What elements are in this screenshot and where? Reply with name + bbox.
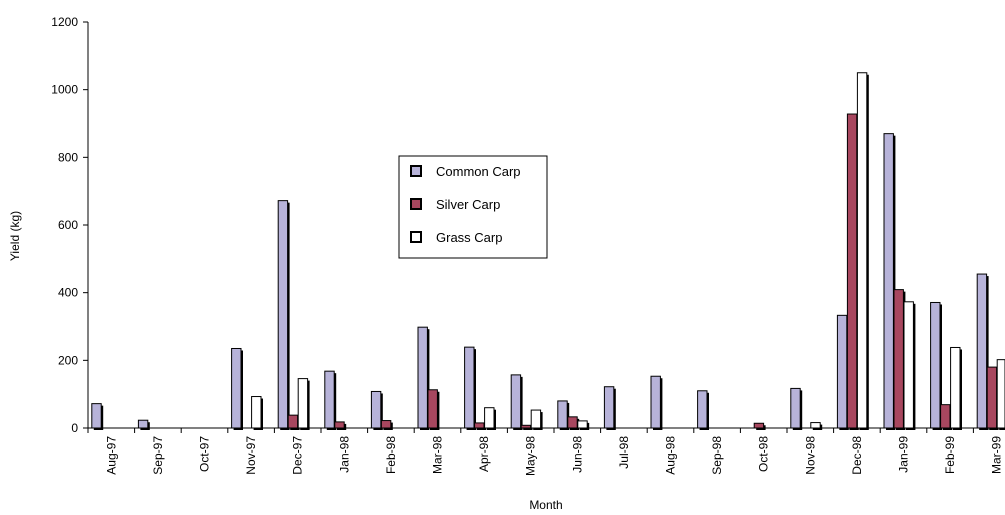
x-tick-label: Apr-98 bbox=[477, 436, 491, 472]
bar-common-carp bbox=[137, 419, 149, 429]
legend-swatch bbox=[410, 165, 422, 177]
bar-common-carp bbox=[976, 273, 988, 429]
bar-grass-carp bbox=[950, 346, 961, 429]
legend-entry: Common Carp bbox=[436, 164, 521, 179]
bar-common-carp bbox=[91, 403, 102, 429]
x-tick-label: Nov-98 bbox=[803, 436, 817, 475]
bar-silver-carp bbox=[287, 414, 299, 429]
y-axis-label: Yield (kg) bbox=[8, 211, 22, 261]
bar-common-carp bbox=[557, 400, 568, 429]
x-tick-label: Jan-99 bbox=[897, 436, 911, 473]
y-tick-label: 400 bbox=[58, 286, 78, 300]
y-tick-label: 600 bbox=[58, 218, 78, 232]
x-tick-label: Sep-97 bbox=[151, 436, 165, 475]
bar-common-carp bbox=[464, 346, 475, 429]
x-tick-label: Nov-97 bbox=[244, 436, 258, 475]
bar-silver-carp bbox=[986, 366, 998, 429]
x-tick-label: May-98 bbox=[524, 436, 538, 476]
x-tick-label: Mar-98 bbox=[431, 436, 445, 474]
legend-entry: Silver Carp bbox=[436, 197, 500, 212]
y-tick-label: 800 bbox=[58, 150, 78, 164]
bar-silver-carp bbox=[567, 416, 578, 429]
legend-swatch bbox=[410, 231, 422, 243]
bar-silver-carp bbox=[380, 420, 392, 429]
bar-common-carp bbox=[324, 370, 335, 429]
bar-silver-carp bbox=[474, 422, 485, 429]
bar-common-carp bbox=[883, 133, 894, 429]
bar-common-carp bbox=[650, 375, 661, 429]
x-tick-label: Aug-98 bbox=[664, 436, 678, 475]
bar-grass-carp bbox=[297, 378, 309, 429]
x-tick-label: Feb-99 bbox=[943, 436, 957, 474]
bar-common-carp bbox=[510, 374, 522, 429]
bar-grass-carp bbox=[903, 301, 914, 429]
y-axis-ticks: 0 200 400 600 800 1000 1200 bbox=[51, 15, 88, 435]
bar-common-carp bbox=[231, 347, 242, 429]
x-axis-ticks: Aug-97 Sep-97 Oct-97 Nov-97 Dec-97 Jan-98 Feb-… bbox=[87, 428, 1004, 476]
bar-common-carp bbox=[277, 200, 289, 429]
bar-grass-carp bbox=[996, 359, 1005, 429]
bar-silver-carp bbox=[753, 422, 765, 429]
x-tick-label: Oct-98 bbox=[757, 436, 771, 472]
legend-swatch bbox=[410, 198, 422, 210]
y-tick-label: 1200 bbox=[51, 15, 78, 29]
y-tick-label: 1000 bbox=[51, 83, 78, 97]
bar-silver-carp bbox=[520, 424, 532, 429]
bar-grass-carp bbox=[577, 420, 588, 429]
bar-common-carp bbox=[930, 301, 941, 429]
bar-silver-carp bbox=[334, 421, 345, 429]
legend-entry: Grass Carp bbox=[436, 230, 502, 245]
x-tick-label: Jul-98 bbox=[617, 436, 631, 469]
bar-common-carp bbox=[836, 314, 848, 429]
bar-silver-carp bbox=[893, 289, 904, 429]
bar-grass-carp bbox=[484, 407, 495, 429]
legend-box bbox=[398, 155, 548, 259]
bar-common-carp bbox=[790, 387, 801, 429]
bar-common-carp bbox=[417, 326, 428, 429]
x-tick-label: Sep-98 bbox=[710, 436, 724, 475]
x-tick-label: Mar-99 bbox=[990, 436, 1004, 474]
bars bbox=[91, 72, 1005, 430]
x-tick-label: Oct-97 bbox=[198, 436, 212, 472]
bar-silver-carp bbox=[427, 389, 438, 429]
x-tick-label: Dec-98 bbox=[850, 436, 864, 475]
bar-common-carp bbox=[697, 390, 708, 429]
x-axis-label: Month bbox=[529, 498, 562, 512]
y-tick-label: 0 bbox=[71, 421, 78, 435]
y-tick-label: 200 bbox=[58, 353, 78, 367]
x-tick-label: Jan-98 bbox=[337, 436, 351, 473]
x-tick-label: Dec-97 bbox=[291, 436, 305, 475]
bar-common-carp bbox=[370, 390, 382, 429]
bar-common-carp bbox=[603, 386, 615, 429]
bar-grass-carp bbox=[810, 422, 821, 429]
bar-grass-carp bbox=[251, 396, 262, 429]
bar-grass-carp bbox=[530, 409, 542, 429]
bar-silver-carp bbox=[940, 404, 951, 429]
x-tick-label: Feb-98 bbox=[384, 436, 398, 474]
x-tick-label: Aug-97 bbox=[104, 436, 118, 475]
legend: Common Carp Silver Carp Grass Carp bbox=[398, 155, 548, 259]
bar-silver-carp bbox=[846, 113, 858, 429]
x-tick-label: Jun-98 bbox=[570, 436, 584, 473]
bar-shadow bbox=[523, 427, 533, 430]
bar-grass-carp bbox=[856, 72, 868, 429]
